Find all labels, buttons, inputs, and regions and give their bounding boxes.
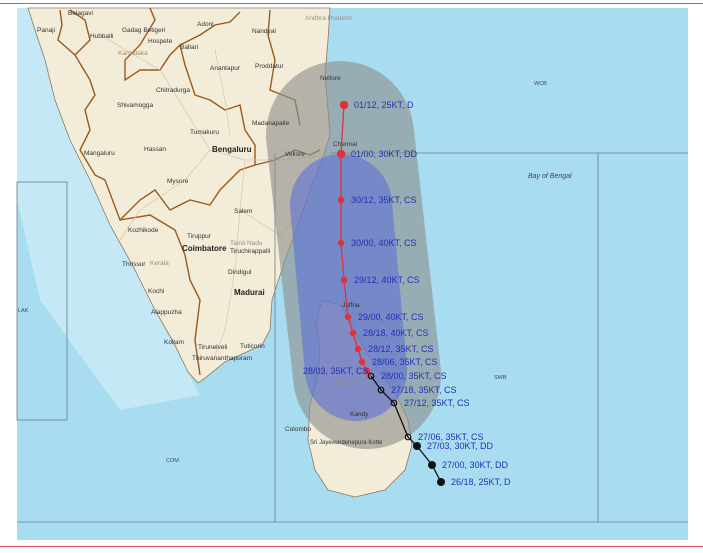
city-label: Dindigul <box>228 269 252 276</box>
track-point-label: 29/00, 40KT, CS <box>358 312 424 322</box>
city-label: Madurai <box>234 288 265 297</box>
track-point-label: 30/00, 40KT, CS <box>351 238 417 248</box>
track-point-label: 27/18, 35KT, CS <box>391 385 457 395</box>
city-label: Sri Jayewardenepura Kotte <box>310 440 383 446</box>
city-label: Panaji <box>37 27 55 34</box>
frame-top-border <box>0 0 703 4</box>
city-label: Thrissur <box>122 261 146 268</box>
inner-uncertainty-cone <box>290 154 407 421</box>
track-point[interactable] <box>337 196 345 204</box>
city-label: Tiruchirappalli <box>230 248 270 255</box>
track-point[interactable] <box>428 461 436 469</box>
city-label: Proddatur <box>255 63 284 70</box>
track-point-label: 01/12, 25KT, D <box>354 100 414 110</box>
track-point[interactable] <box>344 313 352 321</box>
city-label: Vellore <box>285 151 305 158</box>
track-point-label: 27/06, 35KT, CS <box>418 432 484 442</box>
track-point-label: 29/12, 40KT, CS <box>354 275 420 285</box>
city-label: Anantapur <box>210 65 241 72</box>
city-label: Mysore <box>167 178 189 185</box>
city-label: Alappuzha <box>151 309 182 316</box>
track-point-label: 01/00, 30KT, DD <box>351 149 418 159</box>
city-label: Salem <box>234 208 252 215</box>
city-label: Colombo <box>285 426 311 433</box>
track-point[interactable] <box>337 239 345 247</box>
city-label: Kochi <box>148 288 164 295</box>
city-label: Thiruvananthapuram <box>192 355 252 362</box>
track-point[interactable] <box>404 433 412 441</box>
city-label: Hassan <box>144 146 166 153</box>
city-label: Jaffna <box>342 302 360 309</box>
city-label: Belagavi <box>68 10 93 17</box>
sea-label-wcb: WCB <box>534 81 547 87</box>
track-point-label: 28/12, 35KT, CS <box>368 344 434 354</box>
state-label: Kerala <box>150 260 169 267</box>
city-label: Hospete <box>148 38 173 45</box>
city-label: Kollam <box>164 339 184 346</box>
sea-label-bay-of-bengal: Bay of Bengal <box>528 173 572 180</box>
track-point[interactable] <box>363 367 371 375</box>
track-point[interactable] <box>349 329 357 337</box>
track-point-label: 27/00, 30KT, DD <box>442 460 509 470</box>
city-label: Nandyal <box>252 28 276 35</box>
city-label: Nellore <box>320 75 341 82</box>
track-point-label: 28/18, 40KT, CS <box>363 328 429 338</box>
city-label: Chennai <box>333 141 357 148</box>
city-label: Tumakuru <box>190 129 219 136</box>
city-label: Gadag Betigeri <box>122 27 165 34</box>
city-label: Tuticorin <box>240 343 265 350</box>
track-point-label: 28/00, 35KT, CS <box>381 371 447 381</box>
track-point-label: 28/06, 35KT, CS <box>372 357 438 367</box>
city-label: Kandy <box>350 411 369 418</box>
city-label: Chitradurga <box>156 87 190 94</box>
track-point[interactable] <box>413 442 421 450</box>
city-label: Bengaluru <box>212 145 252 154</box>
state-label: SRI LANKA <box>335 380 370 387</box>
track-point[interactable] <box>340 276 348 284</box>
track-point[interactable] <box>336 149 346 159</box>
state-label: Tamil Nadu <box>230 240 263 247</box>
city-label: Madanapalle <box>252 120 290 127</box>
city-label: Ballari <box>180 44 198 51</box>
city-label: Adoni <box>197 21 214 28</box>
state-label: Karnataka <box>118 50 148 57</box>
track-point-label: 26/18, 25KT, D <box>451 477 511 487</box>
track-point-label: 27/03, 30KT, DD <box>427 441 494 451</box>
track-point[interactable] <box>390 399 398 407</box>
state-label: Andhra Pradesh <box>305 15 352 22</box>
city-label: Tirunelveli <box>198 344 227 351</box>
sea-label-swb: SWB <box>494 375 507 381</box>
frame-bottom-border <box>0 546 703 547</box>
track-point[interactable] <box>358 358 366 366</box>
sea-label-com: COM <box>166 458 179 464</box>
track-point[interactable] <box>377 386 385 394</box>
track-point[interactable] <box>367 372 375 380</box>
track-point-label: 27/12, 35KT, CS <box>404 398 470 408</box>
city-label: Kozhikode <box>128 227 159 234</box>
track-point-label: 28/03, 35KT, CS <box>303 366 369 376</box>
sea-labels: Bay of Bengal WCB SWB COM LAK <box>18 81 572 464</box>
track-point[interactable] <box>437 478 445 486</box>
city-label: Mangaluru <box>84 150 115 157</box>
city-label: Tiruppur <box>187 233 212 240</box>
city-label: Hubballi <box>90 33 114 40</box>
track-point-label: 30/12, 35KT, CS <box>351 195 417 205</box>
sea-label-lak: LAK <box>18 308 29 314</box>
city-label: Coimbatore <box>182 244 227 253</box>
city-labels: Belagavi Panaji Hubballi Gadag Betigeri … <box>37 10 383 446</box>
track-point[interactable] <box>339 100 349 110</box>
track-point[interactable] <box>354 345 362 353</box>
city-label: Shivamogga <box>117 102 154 109</box>
cyclone-track: 01/12, 25KT, D 01/00, 30KT, DD 30/12, 35KT… <box>303 100 511 487</box>
